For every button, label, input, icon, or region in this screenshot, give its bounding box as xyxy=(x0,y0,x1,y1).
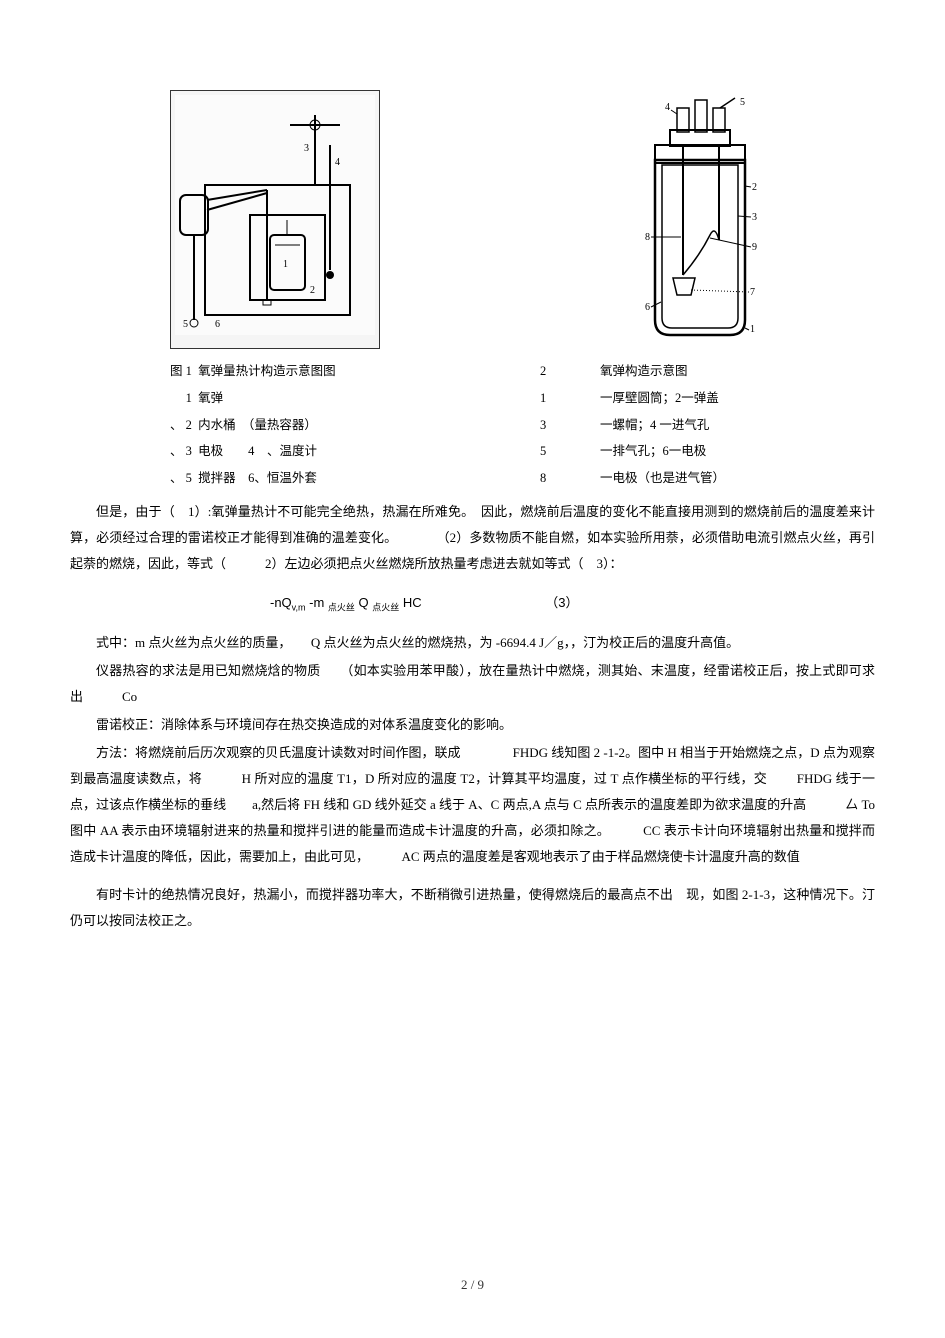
svg-text:7: 7 xyxy=(750,287,755,298)
svg-text:4: 4 xyxy=(335,157,340,168)
l1t: 氧弹 xyxy=(198,391,223,405)
fig1-cap-pre: 图 1 xyxy=(170,364,192,378)
l3bn: 4 xyxy=(248,444,254,458)
l2n: 2 xyxy=(186,418,192,432)
eq-s3: 点火丝 xyxy=(372,602,399,612)
svg-text:4: 4 xyxy=(665,102,670,113)
eq-num: （3） xyxy=(545,591,578,616)
svg-text:5: 5 xyxy=(740,97,745,108)
equation-3: -nQv,m -m 点火丝 Q 点火丝 HC （3） xyxy=(70,591,875,617)
svg-text:2: 2 xyxy=(752,182,757,193)
eq-t4: HC xyxy=(399,595,421,610)
figure-2: 1 2 3 4 5 6 7 8 9 xyxy=(615,90,785,350)
spacer xyxy=(70,872,875,882)
l4n: 5 xyxy=(186,471,192,485)
eq-t1: -nQ xyxy=(270,595,292,610)
svg-text:8: 8 xyxy=(645,232,650,243)
r-row2: 一螺帽；4 一进气孔 xyxy=(600,414,875,438)
r-row4: 一电极（也是进气管） xyxy=(600,467,875,491)
r-row4n: 8 xyxy=(540,467,600,491)
fig2-cap-num: 2 xyxy=(540,360,600,384)
l-row3: 、 3 电极 4 、温度计 xyxy=(170,440,540,464)
figure-1: 1 2 3 4 5 6 xyxy=(170,90,380,350)
l3bt: 、温度计 xyxy=(267,444,317,458)
svg-text:6: 6 xyxy=(215,319,220,330)
figure-1-frame: 1 2 3 4 5 6 xyxy=(170,90,380,349)
eq-t3: Q xyxy=(355,595,372,610)
svg-text:1: 1 xyxy=(750,324,755,335)
r-row1n: 1 xyxy=(540,387,600,411)
bomb-diagram: 1 2 3 4 5 6 7 8 9 xyxy=(615,90,785,350)
r-row1: 一厚壁圆筒；2一弹盖 xyxy=(600,387,875,411)
svg-text:1: 1 xyxy=(283,259,288,270)
eq-t2: -m xyxy=(306,595,328,610)
l4t: 搅拌器 xyxy=(198,471,236,485)
l1n: 1 xyxy=(186,391,192,405)
fig2-caption: 氧弹构造示意图 xyxy=(600,360,875,384)
paragraph-3: 仪器热容的求法是用已知燃烧焓的物质 （如本实验用苯甲酸），放在量热计中燃烧，测其… xyxy=(70,658,875,710)
l4bt: 、恒温外套 xyxy=(254,471,317,485)
figure-labels: 图 1 氧弹量热计构造示意图图 2 氧弹构造示意图 1 氧弹 1 一厚壁圆筒；2… xyxy=(70,360,875,491)
l3n: 3 xyxy=(186,444,192,458)
page-number: 2 / 9 xyxy=(0,1273,945,1298)
l-row2: 、 2 内水桶 （量热容器） xyxy=(170,414,540,438)
paragraph-4: 雷诺校正：消除体系与环境间存在热交换造成的对体系温度变化的影响。 xyxy=(70,712,875,738)
r-row2n: 3 xyxy=(540,414,600,438)
fig1-cap-txt: 氧弹量热计构造示意图图 xyxy=(198,364,336,378)
eq-s1: v,m xyxy=(292,602,306,612)
r-row3: 一排气孔；6一电极 xyxy=(600,440,875,464)
paragraph-2: 式中：m 点火丝为点火丝的质量， Q 点火丝为点火丝的燃烧热，为 -6694.4… xyxy=(70,630,875,656)
paragraph-1: 但是，由于（ 1）:氧弹量热计不可能完全绝热，热漏在所难免。 因此，燃烧前后温度… xyxy=(70,499,875,577)
svg-text:3: 3 xyxy=(304,143,309,154)
r-row3n: 5 xyxy=(540,440,600,464)
calorimeter-diagram: 1 2 3 4 5 6 xyxy=(175,95,375,335)
paragraph-6: 有时卡计的绝热情况良好，热漏小，而搅拌器功率大，不断稍微引进热量，使得燃烧后的最… xyxy=(70,882,875,934)
svg-text:2: 2 xyxy=(310,285,315,296)
l-row4: 、 5 搅拌器 6、恒温外套 xyxy=(170,467,540,491)
svg-text:9: 9 xyxy=(752,242,757,253)
figures-row: 1 2 3 4 5 6 xyxy=(70,90,875,350)
l3t: 电极 xyxy=(198,444,223,458)
svg-text:5: 5 xyxy=(183,319,188,330)
svg-text:6: 6 xyxy=(645,302,650,313)
l-row1: 1 氧弹 xyxy=(170,387,540,411)
svg-text:3: 3 xyxy=(752,212,757,223)
eq-s2: 点火丝 xyxy=(328,602,355,612)
l2t: 内水桶 （量热容器） xyxy=(198,418,317,432)
paragraph-5: 方法：将燃烧前后历次观察的贝氏温度计读数对时间作图，联成 FHDG 线知图 2 … xyxy=(70,740,875,870)
fig1-caption: 图 1 氧弹量热计构造示意图图 xyxy=(170,360,540,384)
